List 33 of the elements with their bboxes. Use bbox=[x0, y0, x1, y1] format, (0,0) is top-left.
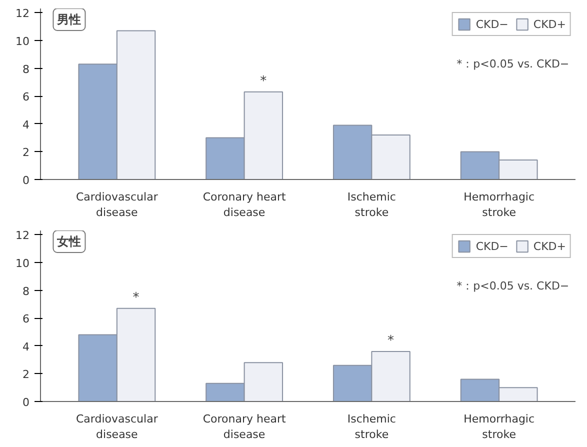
annotation: *：p<0.05 vs. CKD− bbox=[456, 58, 570, 70]
legend-label: CKD+ bbox=[533, 18, 566, 30]
x-tick-label: Ischemic stroke bbox=[347, 190, 396, 220]
x-tick-label: Cardiovascular disease bbox=[76, 190, 158, 220]
legend-label: CKD− bbox=[476, 18, 508, 30]
x-tick-label: Coronary heart disease bbox=[202, 190, 286, 220]
legend-label: CKD− bbox=[476, 240, 508, 252]
y-tick-label: 8 bbox=[22, 284, 30, 298]
y-tick-label: 10 bbox=[16, 34, 30, 48]
chart-title: 男性 bbox=[56, 12, 82, 26]
y-tick-label: 12 bbox=[16, 7, 30, 20]
y-tick-label: 8 bbox=[22, 62, 30, 76]
y-tick-label: 6 bbox=[22, 312, 30, 326]
y-tick-label: 12 bbox=[16, 229, 30, 242]
x-tick-label: Coronary heart disease bbox=[202, 412, 286, 442]
y-tick-label: 6 bbox=[22, 90, 30, 104]
x-tick-label: Ischemic stroke bbox=[347, 412, 396, 442]
y-tick-label: 4 bbox=[22, 118, 30, 132]
legend-label: CKD+ bbox=[533, 240, 566, 252]
x-tick-label: Hemorrhagic stroke bbox=[464, 190, 535, 220]
annotation: *：p<0.05 vs. CKD− bbox=[456, 280, 570, 292]
annotation: * bbox=[132, 290, 140, 306]
chart-title: 女性 bbox=[56, 234, 82, 248]
y-tick-label: 2 bbox=[22, 146, 30, 160]
y-tick-label: 0 bbox=[22, 396, 30, 409]
y-tick-label: 2 bbox=[22, 368, 30, 382]
annotation: * bbox=[388, 333, 395, 348]
y-tick-label: 4 bbox=[22, 340, 30, 354]
x-tick-label: Cardiovascular disease bbox=[76, 412, 158, 442]
annotation: * bbox=[260, 74, 268, 89]
y-tick-label: 0 bbox=[22, 174, 30, 187]
y-tick-label: 10 bbox=[16, 256, 30, 270]
x-tick-label: Hemorrhagic stroke bbox=[464, 412, 535, 442]
